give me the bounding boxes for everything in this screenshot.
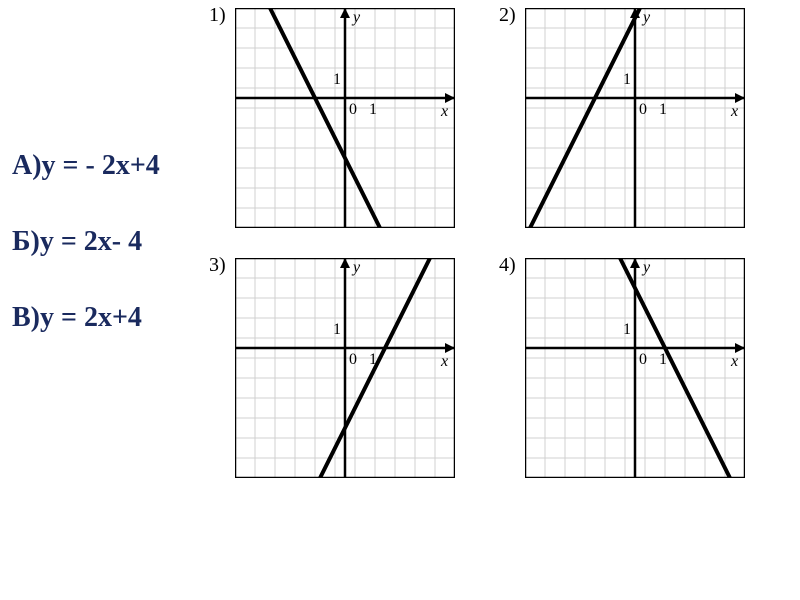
svg-text:1: 1 [623, 321, 631, 338]
chart-3-number: 3) [209, 254, 226, 277]
svg-text:0: 0 [639, 351, 647, 368]
chart-4-number: 4) [499, 254, 516, 277]
chart-4-svg: yx011 [525, 258, 745, 478]
chart-3: 3) yx011 [235, 258, 455, 478]
equation-v: В)y = 2x+4 [12, 302, 160, 334]
svg-text:1: 1 [333, 71, 341, 88]
svg-text:0: 0 [349, 351, 357, 368]
svg-text:1: 1 [623, 71, 631, 88]
svg-text:1: 1 [369, 101, 377, 118]
chart-2-svg: y x 01 1 [525, 8, 745, 228]
chart-1: 1) yx011 [235, 8, 455, 228]
charts-grid: 1) yx011 2) yx011 3) yx011 4) yx011 [235, 8, 745, 508]
chart-4: 4) yx011 [525, 258, 745, 478]
equation-a: А)y = - 2x+4 [12, 150, 160, 182]
equation-b: Б)y = 2x- 4 [12, 226, 160, 258]
svg-text:x: x [730, 103, 738, 120]
chart-3-svg: yx011 [235, 258, 455, 478]
svg-text:y: y [351, 9, 361, 26]
svg-text:x: x [440, 103, 448, 120]
chart-1-number: 1) [209, 4, 226, 27]
svg-text:x: x [440, 353, 448, 370]
svg-text:y: y [351, 259, 361, 276]
svg-text:y: y [641, 9, 651, 26]
equation-list: А)y = - 2x+4 Б)y = 2x- 4 В)y = 2x+4 [12, 150, 160, 378]
chart-2-number: 2) [499, 4, 516, 27]
svg-text:1: 1 [659, 101, 667, 118]
chart-row-1: 1) yx011 2) yx011 [235, 8, 745, 228]
svg-text:0: 0 [349, 101, 357, 118]
svg-text:y: y [641, 259, 651, 276]
svg-text:x: x [730, 353, 738, 370]
chart-2: 2) yx011 [525, 8, 745, 228]
svg-text:1: 1 [333, 321, 341, 338]
svg-text:0: 0 [639, 101, 647, 118]
chart-row-2: 3) yx011 4) yx011 [235, 258, 745, 478]
chart-1-svg: y x 01 1 [235, 8, 455, 228]
